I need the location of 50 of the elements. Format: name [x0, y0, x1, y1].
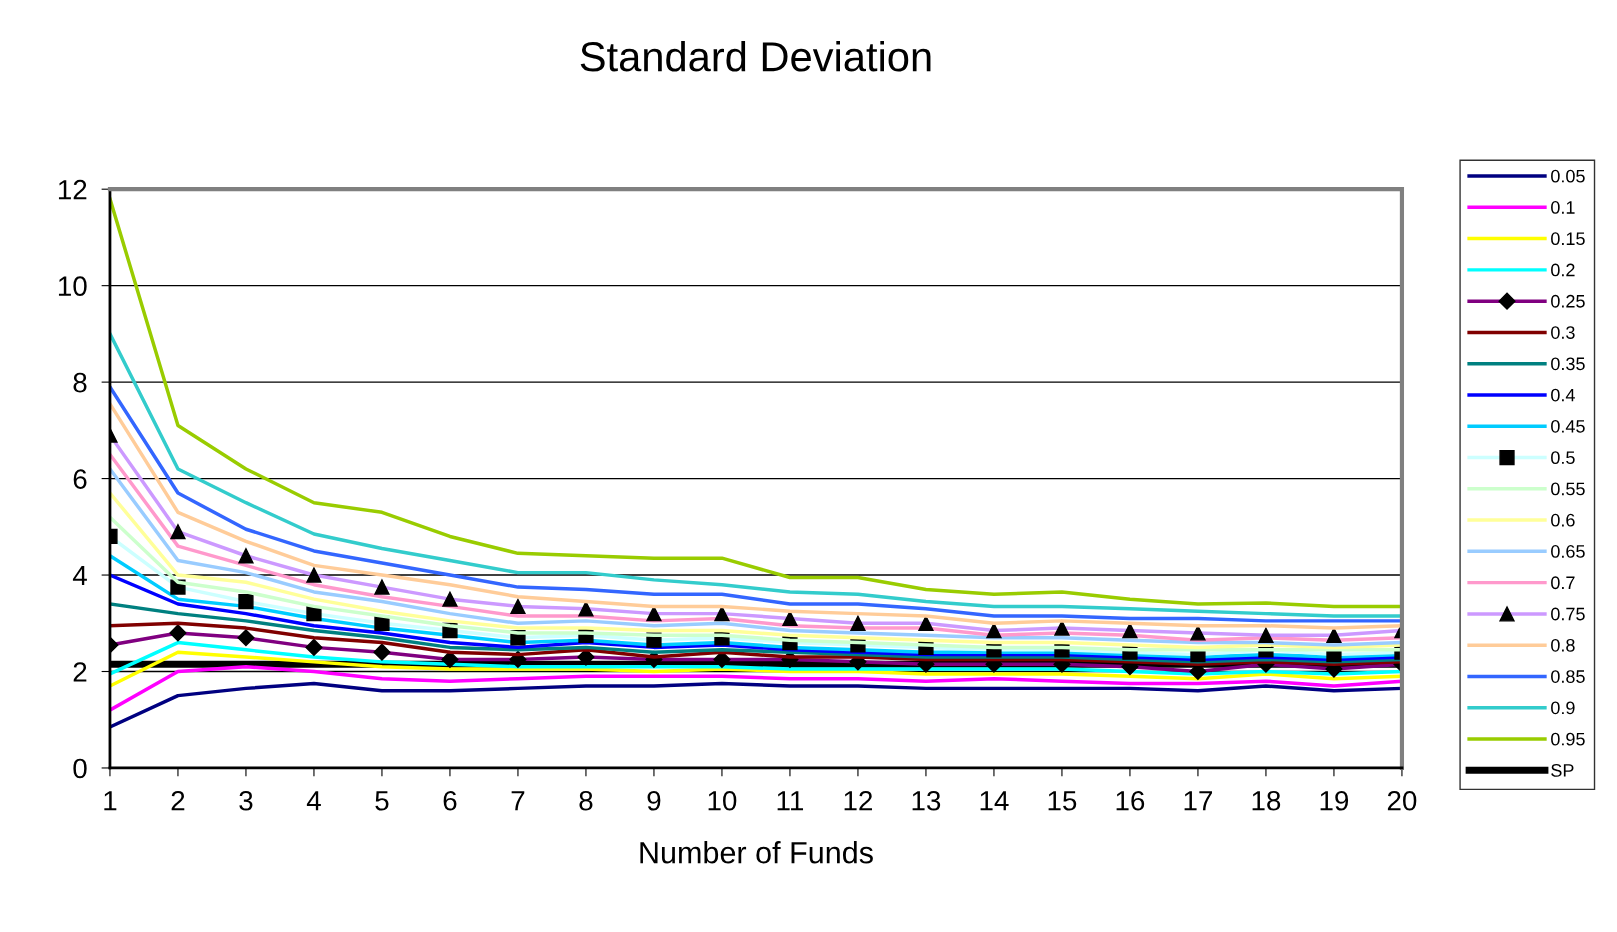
y-tick-label: 8: [73, 372, 87, 393]
legend-label: 0.95: [1551, 732, 1585, 746]
y-tick-label: 0: [73, 758, 87, 779]
legend-label: 0.9: [1551, 701, 1575, 715]
legend-label: SP: [1551, 764, 1574, 777]
x-tick-label: 18: [1252, 790, 1281, 811]
x-tick-label: 7: [511, 791, 525, 811]
legend-label: 0.75: [1551, 607, 1585, 621]
x-tick-label: 10: [708, 790, 737, 811]
x-tick-label: 8: [579, 790, 593, 811]
legend-label: 0.4: [1551, 388, 1575, 402]
y-tick-label: 2: [73, 662, 87, 682]
x-tick-label: 20: [1387, 790, 1417, 811]
y-tick-label: 6: [73, 469, 87, 489]
legend-label: 0.6: [1551, 513, 1575, 527]
y-tick-label: 10: [58, 276, 87, 296]
legend-label: 0.65: [1551, 545, 1585, 558]
chart-title: Standard Deviation: [580, 40, 931, 72]
x-tick-label: 15: [1048, 791, 1077, 811]
x-tick-label: 2: [171, 790, 185, 811]
x-tick-label: 11: [777, 791, 804, 811]
legend-label: 0.25: [1551, 294, 1585, 308]
x-tick-label: 1: [104, 791, 117, 811]
y-tick-label: 12: [58, 179, 87, 200]
legend-label: 0.1: [1551, 201, 1575, 214]
legend-label: 0.05: [1551, 169, 1585, 183]
legend-label: 0.45: [1551, 419, 1585, 433]
x-axis-title: Number of Funds: [640, 841, 873, 864]
x-tick-label: 13: [912, 790, 941, 811]
x-tick-label: 4: [306, 791, 321, 811]
x-tick-label: 14: [980, 791, 1009, 811]
legend-label: 0.85: [1551, 670, 1585, 683]
legend-label: 0.35: [1551, 357, 1585, 371]
y-tick-label: 4: [72, 566, 87, 586]
legend-label: 0.2: [1551, 263, 1575, 277]
legend-label: 0.8: [1551, 638, 1575, 652]
legend-label: 0.15: [1551, 232, 1585, 246]
x-tick-label: 9: [647, 790, 661, 811]
line-series: [109, 681, 1402, 729]
legend-label: 0.3: [1551, 326, 1575, 339]
legend-label: 0.55: [1551, 482, 1585, 496]
x-tick-label: 3: [239, 790, 253, 811]
x-tick-label: 12: [844, 790, 872, 811]
x-tick-label: 19: [1320, 790, 1349, 811]
x-tick-label: 17: [1184, 791, 1212, 811]
x-tick-label: 16: [1116, 790, 1145, 811]
legend-label: 0.5: [1551, 451, 1575, 465]
x-tick-label: 6: [443, 790, 457, 811]
legend-label: 0.7: [1551, 576, 1575, 590]
x-tick-label: 5: [375, 791, 389, 811]
